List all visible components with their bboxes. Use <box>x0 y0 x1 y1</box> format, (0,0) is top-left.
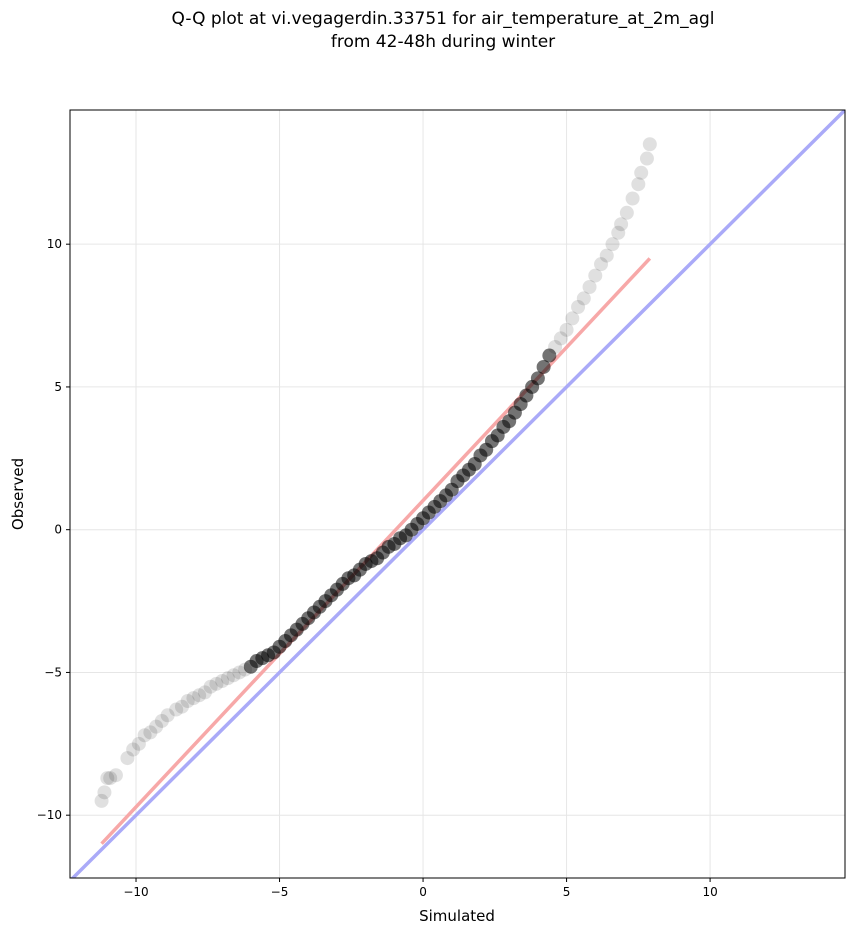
data-point <box>576 291 591 306</box>
data-point <box>180 693 195 708</box>
chart-title-line-2: from 42-48h during winter <box>330 32 556 52</box>
x-tick-label: 5 <box>563 885 571 899</box>
data-point <box>174 699 189 714</box>
data-point <box>209 676 224 691</box>
data-point <box>611 225 626 240</box>
x-tick-label: −5 <box>271 885 289 899</box>
identity-line <box>70 110 845 878</box>
data-point <box>625 191 640 206</box>
data-point <box>203 679 218 694</box>
x-axis-label: Simulated <box>419 907 495 925</box>
data-point <box>548 339 563 354</box>
chart-title-line-1: Q-Q plot at vi.vegagerdin.33751 for air_… <box>171 9 715 29</box>
data-point <box>131 736 146 751</box>
data-point <box>599 248 614 263</box>
data-point <box>542 348 557 363</box>
data-point <box>631 177 646 192</box>
data-point <box>97 785 112 800</box>
data-point <box>619 205 634 220</box>
data-point <box>169 702 184 717</box>
data-point <box>120 751 135 766</box>
data-point <box>215 674 230 689</box>
y-tick-label: −5 <box>44 665 62 679</box>
data-point <box>559 322 574 337</box>
data-point <box>126 742 141 757</box>
y-tick-label: 10 <box>47 237 62 251</box>
y-tick-label: 5 <box>54 380 62 394</box>
data-point <box>232 665 247 680</box>
reference-lines <box>70 110 845 878</box>
fit-line <box>100 257 652 845</box>
x-tick-label: 0 <box>419 885 427 899</box>
data-point <box>149 719 164 734</box>
data-point <box>100 771 115 786</box>
data-point <box>594 257 609 272</box>
data-point <box>197 685 212 700</box>
data-points <box>94 137 657 808</box>
data-point <box>530 371 545 386</box>
x-tick-label: −10 <box>123 885 148 899</box>
data-point <box>639 151 654 166</box>
data-point <box>137 728 152 743</box>
data-point <box>94 793 109 808</box>
chart-title: Q-Q plot at vi.vegagerdin.33751 for air_… <box>0 8 854 54</box>
data-point <box>605 237 620 252</box>
data-point <box>220 671 235 686</box>
grid-lines <box>70 110 845 878</box>
data-point <box>186 691 201 706</box>
axis-ticks: −10 −5 0 5 10 −10 −5 0 5 10 <box>37 237 718 899</box>
data-point <box>582 280 597 295</box>
x-tick-label: 10 <box>702 885 717 899</box>
data-point <box>565 311 580 326</box>
data-point <box>108 768 123 783</box>
data-point <box>154 713 169 728</box>
data-point <box>226 668 241 683</box>
data-point <box>160 708 175 723</box>
data-point <box>536 359 551 374</box>
data-point <box>143 725 158 740</box>
data-point <box>192 688 207 703</box>
plot-frame <box>69 109 846 879</box>
data-point <box>634 165 649 180</box>
y-tick-label: 0 <box>54 523 62 537</box>
data-point <box>588 268 603 283</box>
data-point <box>614 217 629 232</box>
y-tick-label: −10 <box>37 808 62 822</box>
data-point <box>553 331 568 346</box>
data-point <box>642 137 657 152</box>
data-point <box>571 299 586 314</box>
data-point <box>103 771 118 786</box>
y-axis-label: Observed <box>9 458 27 530</box>
